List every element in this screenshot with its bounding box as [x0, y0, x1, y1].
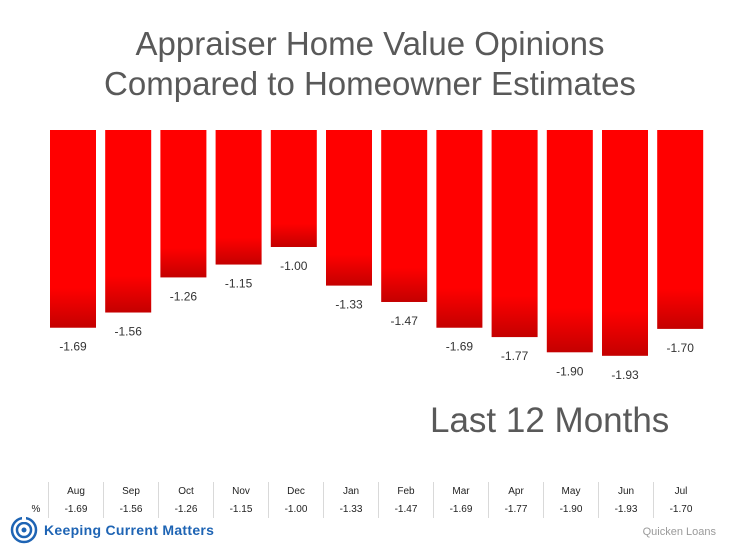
- bar-value-label: -1.77: [501, 349, 529, 363]
- table-header-row: Aug Sep Oct Nov Dec Jan Feb Mar Apr May Jun Jul: [24, 482, 708, 500]
- table-values-row: % -1.69 -1.56 -1.26 -1.15 -1.00 -1.33 -1.47 -1.…: [24, 500, 708, 518]
- table-month-cell: Mar: [433, 482, 489, 500]
- table-month-cell: Oct: [158, 482, 214, 500]
- table-value-cell: -1.69: [48, 500, 104, 518]
- bar-apr: [491, 130, 538, 338]
- bar-nov: [215, 130, 262, 265]
- bar-jun: [602, 130, 648, 356]
- bar-jan: [326, 130, 372, 286]
- table-value-cell: -1.33: [323, 500, 379, 518]
- bar-value-label: -1.47: [391, 314, 419, 328]
- chart-subtitle: Last 12 Months: [430, 401, 670, 440]
- bar-feb: [381, 130, 428, 302]
- bar-oct: [160, 130, 207, 278]
- table-row-label: %: [31, 503, 41, 515]
- table-value-cell: -1.47: [378, 500, 434, 518]
- chart-title: Appraiser Home Value Opinions Compared t…: [0, 24, 740, 104]
- logo-text: Keeping Current Matters: [44, 522, 215, 538]
- table-value-cell: -1.56: [103, 500, 159, 518]
- bar-value-label: -1.00: [280, 259, 308, 273]
- bar-dec: [270, 130, 317, 247]
- table-month-cell: Apr: [488, 482, 544, 500]
- bar-value-label: -1.69: [446, 340, 474, 354]
- bar-chart: -1.69 -1.56 -1.26 -1.15 -1.00 -1.33 -1.47 -1.69…: [50, 130, 704, 382]
- chart-title-line-1: Appraiser Home Value Opinions: [135, 25, 605, 62]
- table-value-cell: -1.90: [543, 500, 599, 518]
- table-month-cell: Jan: [323, 482, 379, 500]
- bar-value-label: -1.69: [59, 340, 87, 354]
- table-corner-cell: [24, 482, 49, 500]
- table-month-cell: Jun: [598, 482, 654, 500]
- bar-value-label: -1.26: [170, 289, 198, 303]
- table-month-cell: Jul: [653, 482, 708, 500]
- table-month-cell: May: [543, 482, 599, 500]
- table-month-cell: Feb: [378, 482, 434, 500]
- table-value-cell: -1.77: [488, 500, 544, 518]
- table-month-cell: Nov: [213, 482, 269, 500]
- chart-title-line-2: Compared to Homeowner Estimates: [104, 65, 636, 102]
- bar-may: [546, 130, 593, 353]
- bar-aug: [50, 130, 96, 328]
- bar-value-label: -1.33: [335, 298, 363, 312]
- data-table: Aug Sep Oct Nov Dec Jan Feb Mar Apr May Jun Jul % -…: [24, 482, 708, 518]
- bar-value-label: -1.15: [225, 277, 253, 291]
- bar-jul: [657, 130, 704, 329]
- bar-value-label: -1.70: [667, 341, 695, 355]
- bar-sep: [105, 130, 152, 313]
- source-credit: Quicken Loans: [642, 526, 716, 538]
- bar-value-label: -1.93: [611, 368, 639, 382]
- table-value-cell: -1.15: [213, 500, 269, 518]
- table-value-cell: -1.26: [158, 500, 214, 518]
- table-value-cell: -1.00: [268, 500, 324, 518]
- table-month-cell: Dec: [268, 482, 324, 500]
- table-month-cell: Aug: [48, 482, 104, 500]
- table-value-cell: -1.93: [598, 500, 654, 518]
- bar-mar: [436, 130, 483, 328]
- table-value-cell: -1.70: [653, 500, 708, 518]
- table-month-cell: Sep: [103, 482, 159, 500]
- logo: Keeping Current Matters: [10, 516, 214, 544]
- bar-value-label: -1.90: [556, 364, 584, 378]
- table-value-cell: -1.69: [433, 500, 489, 518]
- bar-value-label: -1.56: [115, 325, 143, 339]
- logo-swirl-icon: [10, 516, 38, 544]
